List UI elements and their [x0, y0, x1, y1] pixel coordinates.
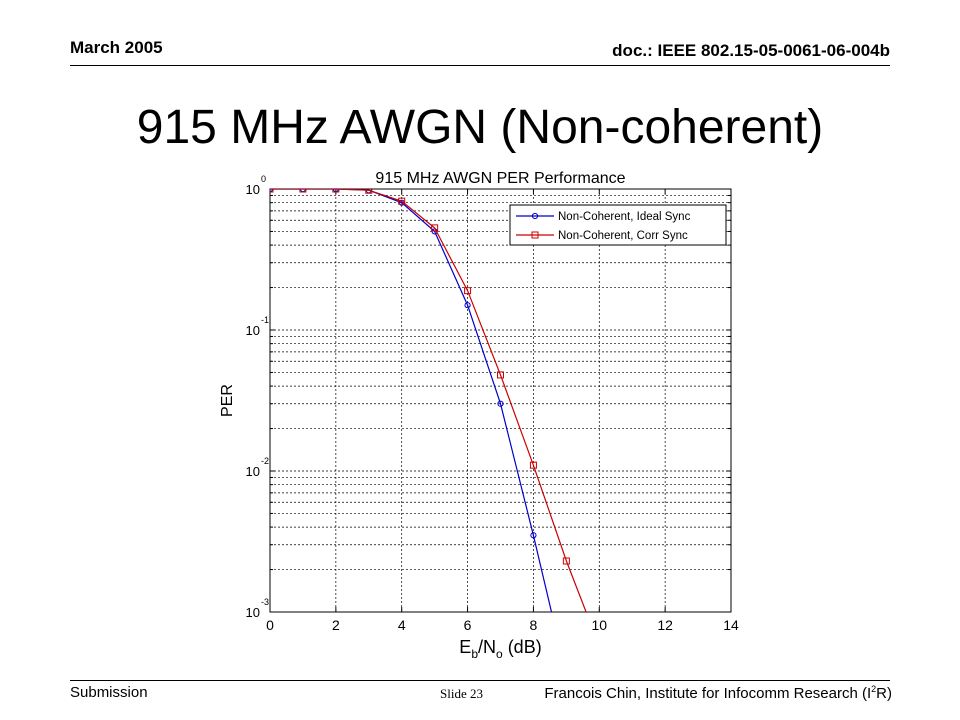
y-tick-label: 10 — [246, 182, 260, 197]
x-tick-label: 10 — [591, 617, 607, 633]
legend-marker-1 — [531, 212, 539, 220]
series-2-point — [431, 224, 439, 232]
x-tick-label: 0 — [266, 617, 274, 633]
series-1-point — [530, 532, 537, 539]
footer-author: Francois Chin, Institute for Infocomm Re… — [544, 684, 892, 702]
series-1-point — [497, 400, 504, 407]
series-2-point — [497, 371, 504, 379]
series-group — [270, 189, 587, 612]
y-tick-exponent: -3 — [261, 597, 269, 607]
series-line-2 — [270, 189, 587, 612]
legend-label-2: Non-Coherent, Corr Sync — [558, 230, 688, 242]
footer-author-post: R) — [876, 685, 892, 702]
footer-author-pre: Francois Chin, Institute for Infocomm Re… — [544, 685, 872, 702]
y-tick-label: 10 — [246, 323, 260, 338]
x-label-sub-b: b — [471, 647, 478, 661]
slide-title: 915 MHz AWGN (Non-coherent) — [136, 101, 824, 154]
series-2-point — [365, 189, 373, 194]
y-axis-label: PER — [219, 384, 236, 417]
series-2-point — [464, 287, 472, 295]
series-2-point — [332, 189, 340, 193]
series-2-point — [562, 557, 570, 565]
axes-frame — [269, 188, 732, 613]
legend-marker-2 — [531, 231, 539, 239]
x-label-units: (dB) — [503, 637, 542, 657]
y-tick-exponent: -2 — [261, 456, 269, 466]
series-2-point — [299, 189, 307, 193]
x-tick-label: 14 — [723, 617, 739, 633]
legend-box — [509, 204, 727, 246]
y-tick-label: 10 — [246, 464, 260, 479]
series-1-point — [464, 302, 471, 309]
footer-slide-number: Slide 23 — [440, 686, 483, 701]
header-date: March 2005 — [70, 38, 163, 57]
series-2-point — [398, 197, 406, 205]
legend-label-1: Non-Coherent, Ideal Sync — [558, 211, 691, 223]
x-label-e: E — [459, 637, 471, 657]
x-tick-label: 4 — [398, 617, 406, 633]
y-tick-exponent: -1 — [261, 315, 269, 325]
x-label-sub-o: o — [496, 647, 503, 661]
x-tick-label: 6 — [464, 617, 472, 633]
x-axis-label: Eb/No (dB) — [459, 637, 541, 661]
y-tick-label: 10 — [246, 605, 260, 620]
legend: Non-Coherent, Ideal Sync Non-Coherent, Co… — [509, 204, 727, 246]
x-tick-label: 8 — [530, 617, 538, 633]
series-line-1 — [270, 189, 553, 612]
x-tick-label: 2 — [332, 617, 340, 633]
x-label-n: /N — [478, 637, 496, 657]
footer-rule — [70, 680, 890, 681]
footer-submission: Submission — [70, 684, 148, 701]
tick-marks — [269, 189, 732, 613]
header-rule — [70, 65, 890, 66]
series-2-point — [529, 461, 537, 469]
header-doc-id: doc.: IEEE 802.15-05-0061-06-004b — [612, 41, 890, 60]
x-tick-label: 12 — [657, 617, 673, 633]
footer-author-sup: 2 — [871, 684, 877, 694]
y-tick-exponent: 0 — [261, 174, 266, 184]
chart-title: 915 MHz AWGN PER Performance — [375, 170, 625, 187]
grid-lines — [270, 189, 731, 612]
